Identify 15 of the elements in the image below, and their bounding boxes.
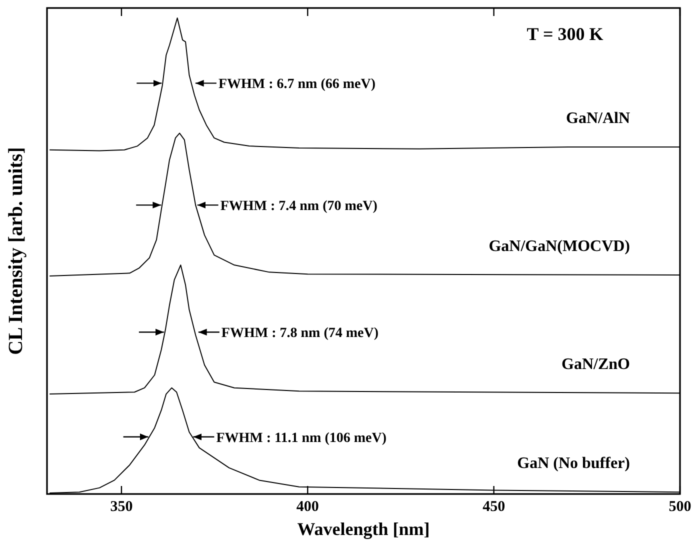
annotation: FWHM : 7.8 nm (74 meV) (221, 326, 379, 342)
series-label: GaN/GaN(MOCVD) (488, 238, 630, 256)
x-axis-title: Wavelength [nm] (297, 519, 430, 539)
x-tick-label: 450 (482, 499, 506, 515)
series-label: GaN (No buffer) (517, 455, 630, 472)
annotation: T = 300 K (526, 24, 604, 44)
x-tick-label: 500 (668, 499, 692, 515)
x-tick-label: 350 (110, 499, 133, 515)
x-tick-label: 400 (296, 499, 319, 515)
series-label: GaN/AlN (566, 110, 630, 127)
annotation: FWHM : 7.4 nm (70 meV) (220, 199, 378, 214)
y-axis-title: CL Intensity [arb. units] (5, 147, 27, 355)
series-label: GaN/ZnO (562, 356, 630, 374)
annotation: FWHM : 6.7 nm (66 meV) (218, 77, 376, 92)
annotation: FWHM : 11.1 nm (106 meV) (216, 430, 387, 446)
